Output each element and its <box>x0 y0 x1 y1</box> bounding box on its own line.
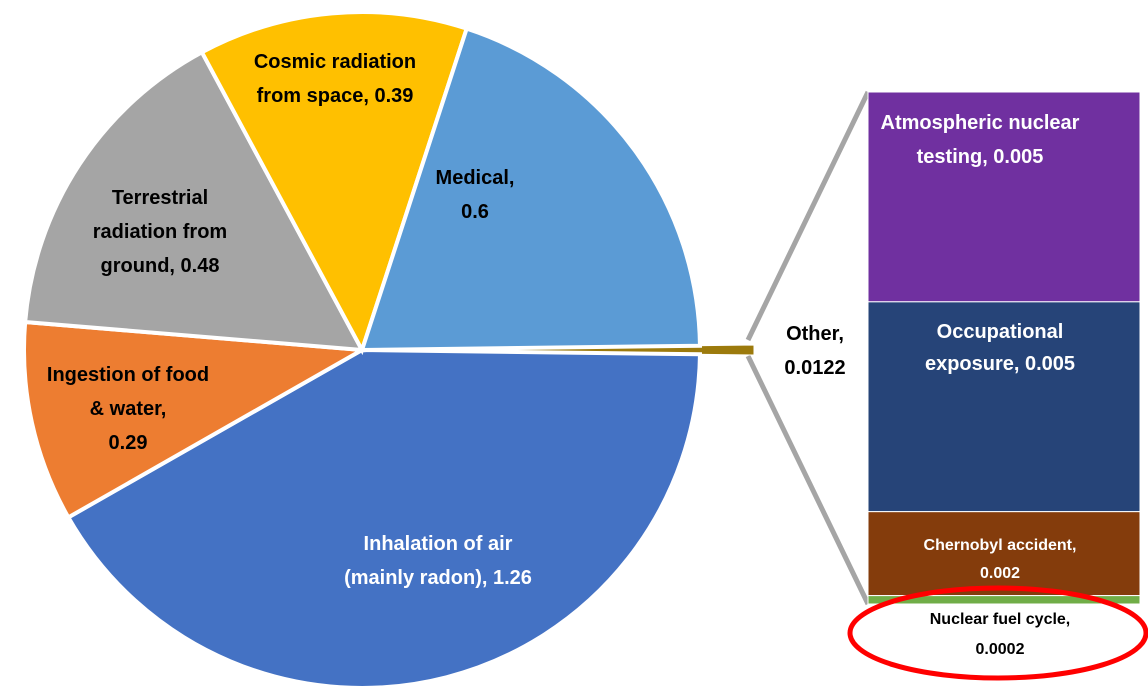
pie-slice <box>199 10 470 356</box>
label-line: 0.6 <box>461 201 489 223</box>
pie-slice <box>359 26 702 353</box>
bar-segment <box>867 595 1141 605</box>
label-line: 0.0002 <box>976 641 1025 658</box>
label-line: testing, 0.005 <box>917 146 1044 168</box>
data-label: Other, 0.0122 <box>784 323 845 379</box>
label-line: exposure, 0.005 <box>925 353 1075 375</box>
label-line: Ingestion of food <box>47 364 209 386</box>
label-line: Medical, <box>436 167 515 189</box>
data-label: Inhalation of air (mainly radon), 1.26 <box>344 533 532 589</box>
bar-segment <box>867 511 1141 597</box>
label-line: ground, 0.48 <box>101 255 220 277</box>
pie-slice <box>65 347 703 688</box>
label-line: from space, 0.39 <box>257 85 414 107</box>
pie-slice <box>22 319 369 521</box>
label-line: radiation from <box>93 221 227 243</box>
label-line: Nuclear fuel cycle, <box>930 611 1071 628</box>
label-line: (mainly radon), 1.26 <box>344 567 532 589</box>
data-label: Medical, 0.6 <box>436 167 515 223</box>
bar-segment <box>867 91 1141 303</box>
data-label: Ingestion of food & water, 0.29 <box>47 364 209 454</box>
label-line: Inhalation of air <box>364 533 513 555</box>
highlight-ellipse <box>847 585 1148 681</box>
label-line: Other, <box>786 323 844 345</box>
label-line: Cosmic radiation <box>254 51 416 73</box>
data-label: Chernobyl accident, 0.002 <box>924 537 1077 582</box>
data-label: Occupational exposure, 0.005 <box>925 321 1075 375</box>
bar-segment <box>867 301 1141 513</box>
data-label: Nuclear fuel cycle, 0.0002 <box>930 611 1071 658</box>
label-line: & water, <box>90 398 167 420</box>
label-line: Chernobyl accident, <box>924 537 1077 554</box>
label-line: 0.29 <box>109 432 148 454</box>
data-label: Terrestrial radiation from ground, 0.48 <box>93 187 227 277</box>
data-label: Cosmic radiation from space, 0.39 <box>254 51 416 107</box>
connector-line <box>745 354 871 606</box>
label-line: Occupational <box>937 321 1064 343</box>
label-line: Terrestrial <box>112 187 208 209</box>
label-line: 0.002 <box>980 565 1020 582</box>
connector-line <box>745 90 871 342</box>
data-label: Atmospheric nuclear testing, 0.005 <box>881 112 1080 168</box>
pie-slice <box>23 49 366 353</box>
label-line: 0.0122 <box>784 357 845 379</box>
label-line: Atmospheric nuclear <box>881 112 1080 134</box>
